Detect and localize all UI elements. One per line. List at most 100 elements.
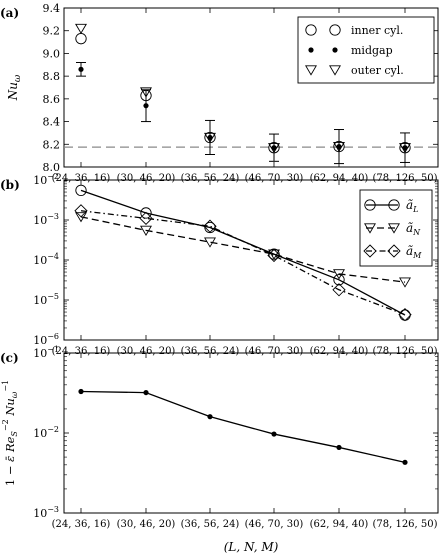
legend-box (297, 16, 435, 84)
y-tick-label: 10−1 (33, 345, 59, 360)
series-line (80, 216, 406, 283)
series-2 (74, 204, 412, 322)
x-tick-label: (46, 70, 30) (245, 346, 304, 357)
data-point (333, 274, 345, 286)
data-point (75, 212, 87, 223)
data-point (268, 143, 280, 154)
y-tick-label: 10−3 (33, 212, 59, 227)
x-tick-label: (36, 56, 24) (181, 346, 240, 357)
y-tick-label-base: 10 (33, 214, 47, 227)
y-tick-label: 8.8 (43, 70, 61, 83)
x-tick-label: (30, 46, 20) (117, 173, 176, 184)
legend-label: outer cyl. (351, 64, 404, 77)
legend-marker (387, 244, 401, 258)
series-1 (76, 62, 410, 165)
x-tick-label: (62, 94, 40) (310, 173, 369, 184)
series-2 (75, 23, 411, 154)
data-point (207, 414, 213, 420)
y-tick-label-base: 10 (33, 294, 47, 307)
panel-b-amplitudes: (b) 10−610−510−410−310−2(24, 36, 16) (30,… (0, 172, 439, 357)
legend-label: ãM (406, 244, 422, 260)
panel-label-b: (b) (0, 178, 20, 192)
data-point (203, 219, 217, 233)
y-tick-label: 9.4 (43, 2, 61, 15)
panel-b-plot: 10−610−510−410−310−2(24, 36, 16) (30, 46,… (33, 172, 439, 357)
y-axis-label-epsilon: ε̄ (3, 456, 17, 462)
legend-marker (329, 24, 341, 36)
y-tick-label: 9.2 (43, 25, 61, 38)
y-axis-label: 1 − ε̄ ReS−2 Nuω−1 (1, 380, 19, 486)
x-tick-label: (36, 56, 24) (181, 519, 240, 530)
y-tick-label-base: 10 (33, 507, 47, 520)
y-tick-label: 8.2 (43, 138, 61, 151)
data-point (333, 269, 345, 280)
data-point (139, 211, 153, 225)
y-axis-label-nu-subscript: ω (10, 391, 19, 398)
legend-label-base: ã (406, 198, 413, 212)
x-tick-label: (62, 94, 40) (310, 346, 369, 357)
data-point (143, 389, 149, 396)
data-point (75, 23, 87, 35)
data-point (402, 145, 408, 151)
series-line (80, 390, 406, 463)
x-axis-label: (L, N, M) (224, 540, 279, 554)
axes-frame (63, 352, 439, 514)
y-axis-label-re-subscript: S (10, 431, 19, 437)
panel-c-error: (c) 10−310−210−1(24, 36, 16) (30, 46, 20)… (0, 345, 439, 554)
legend-label: ãL (406, 198, 418, 214)
panel-a-nusselt: (a) 8.0 8.2 8.4 8.6 8.8 9.0 9.2 9.4 (24, 36, 16)… (0, 2, 439, 184)
data-point (140, 87, 152, 98)
data-point (78, 388, 84, 395)
series-line (80, 189, 406, 316)
series-0 (78, 388, 408, 465)
y-axis-label-subscript: ω (13, 74, 23, 82)
legend-marker (305, 24, 317, 36)
data-point (271, 431, 277, 437)
legend-label: ãN (406, 221, 421, 237)
legend-label: midgap (351, 44, 393, 57)
data-point (75, 184, 87, 197)
y-tick-label-base: 10 (33, 174, 47, 187)
y-tick-label: 8.4 (43, 116, 61, 129)
panel-a-plot: 8.0 8.2 8.4 8.6 8.8 9.0 9.2 9.4 (24, 36, 16) (30,… (6, 2, 439, 184)
y-tick-label: 9.0 (43, 47, 61, 60)
legend-label-base: ã (406, 244, 413, 258)
data-point (398, 308, 412, 322)
y-axis-label-nu: Nu (3, 398, 17, 419)
x-tick-label: (30, 46, 20) (117, 519, 176, 530)
legend-marker (388, 199, 400, 211)
y-tick-label-exponent: −4 (47, 252, 59, 261)
legend-marker (364, 199, 376, 211)
legend-label-base: ã (406, 221, 413, 235)
data-point (140, 207, 152, 219)
x-tick-label: (78, 126, 50) (372, 346, 437, 357)
data-point (399, 143, 411, 154)
panel-label-c: (c) (0, 351, 19, 365)
y-tick-label: 8.6 (43, 93, 61, 106)
y-tick-label: 10−3 (33, 505, 59, 520)
y-tick-label: 10−4 (33, 252, 59, 267)
y-axis-label-nu-exponent: −1 (1, 380, 10, 392)
axes-frame (63, 7, 439, 168)
y-tick-label-base: 10 (33, 334, 47, 347)
data-point (267, 248, 281, 263)
x-tick-label: (78, 126, 50) (372, 173, 437, 184)
y-tick-label: 8.0 (43, 161, 61, 174)
x-tick-label: (46, 70, 30) (245, 519, 304, 530)
y-axis-label: Nuω (6, 74, 23, 101)
x-tick-label: (36, 56, 24) (181, 173, 240, 184)
legend-label-subscript: L (412, 205, 418, 214)
data-point (78, 66, 84, 72)
y-tick-label-exponent: −3 (47, 505, 59, 514)
x-tick-label: (46, 70, 30) (245, 173, 304, 184)
data-point (207, 134, 213, 141)
x-tick-label: (30, 46, 20) (117, 346, 176, 357)
series-line (80, 210, 406, 316)
y-tick-label: 10−2 (33, 425, 59, 440)
y-tick-label-exponent: −3 (47, 212, 59, 221)
data-point (74, 204, 88, 218)
x-tick-label: (24, 36, 16) (52, 519, 111, 530)
data-point (204, 132, 216, 144)
panel-a-legend: inner cyl. midgap outer cyl. (297, 16, 435, 84)
x-tick-label: (24, 36, 16) (52, 173, 111, 184)
